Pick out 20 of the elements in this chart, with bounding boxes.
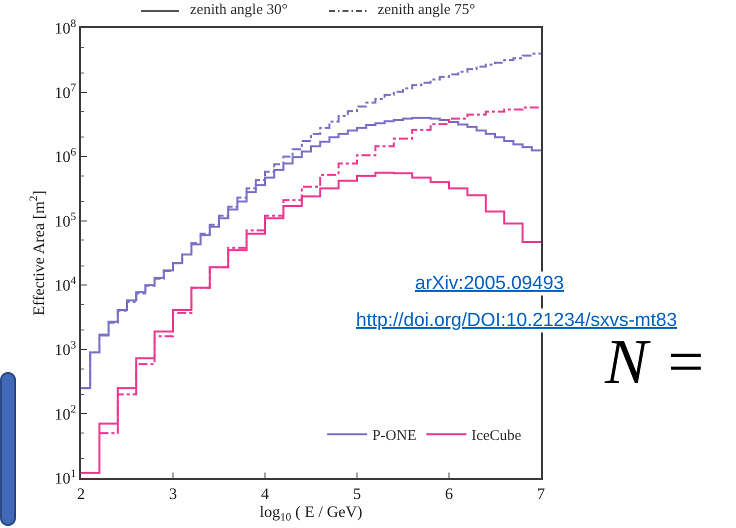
legend-label: P-ONE <box>372 428 416 444</box>
x-tick-label: 3 <box>169 486 177 503</box>
x-tick-label: 5 <box>353 486 361 503</box>
y-tick-label: 10$^{8}$ <box>54 18 76 38</box>
annotation: arXiv:2005.09493 <box>415 273 564 294</box>
y-tick-label: 10$^{5}$ <box>54 210 76 230</box>
legend-label: IceCube <box>471 428 522 444</box>
x-tick-label: 6 <box>445 486 453 503</box>
text: zenith angle 30° <box>190 2 288 19</box>
x-tick-label: 4 <box>261 486 269 503</box>
y-tick-label: 10$^{7}$ <box>54 82 76 102</box>
x-axis-title: log$_{10}$ ( E / GeV) <box>260 504 362 524</box>
y-tick-label: 10$^{1}$ <box>54 468 76 488</box>
text: zenith angle 75° <box>378 2 476 19</box>
y-tick-label: 10$^{3}$ <box>54 339 76 360</box>
x-tick-label: 2 <box>77 486 85 503</box>
y-tick-label: 10$^{4}$ <box>54 275 76 295</box>
y-tick-label: 10$^{6}$ <box>54 146 76 166</box>
y-tick-label: 10$^{2}$ <box>54 404 76 424</box>
x-tick-label: 7 <box>537 486 545 503</box>
